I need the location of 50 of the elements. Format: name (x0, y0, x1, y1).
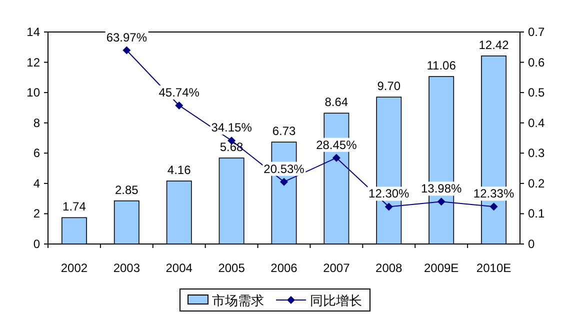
y2-tick-label: 0.6 (528, 55, 546, 70)
y2-tick-label: 0.2 (528, 176, 546, 190)
x-tick-label: 2010E (476, 261, 512, 275)
data-label: 28.45% (316, 138, 358, 152)
y2-tick-label: 0.7 (528, 25, 546, 39)
data-label: 4.16 (167, 163, 192, 178)
x-tick-label: 2003 (113, 261, 140, 275)
point (175, 101, 184, 110)
data-label: 12.30% (368, 186, 410, 201)
data-label: 6.73 (272, 124, 296, 138)
y-tick-label: 10 (26, 86, 40, 100)
point (384, 202, 393, 211)
x-tick-label: 2006 (270, 261, 298, 275)
point (332, 154, 340, 162)
y-tick-label: 12 (26, 55, 40, 70)
data-label: 1.74 (62, 200, 86, 214)
data-label: 34.15% (211, 120, 252, 135)
legend-label: 市场需求 (212, 293, 264, 308)
y-tick-label: 4 (33, 176, 40, 190)
x-tick-label: 2005 (218, 261, 246, 275)
data-label: 45.74% (158, 85, 200, 100)
data-label: 20.53% (264, 162, 305, 176)
data-label: 11.06 (426, 58, 456, 73)
data-label: 9.70 (377, 79, 401, 94)
y-tick-label: 8 (33, 116, 40, 130)
x-tick-label: 2004 (166, 261, 193, 275)
y-tick-label: 6 (33, 146, 40, 160)
point (490, 202, 498, 211)
data-label: 63.97% (106, 30, 148, 44)
y2-tick-label: 0 (528, 237, 535, 251)
x-tick-label: 2009E (424, 261, 459, 275)
y2-tick-label: 0.4 (528, 116, 546, 130)
y-tick-label: 14 (26, 25, 40, 39)
y2-tick-label: 0.5 (528, 86, 546, 100)
x-tick-label: 2007 (323, 261, 350, 275)
data-label: 2.85 (114, 182, 139, 197)
y2-tick-label: 0.3 (528, 146, 546, 160)
point (122, 46, 131, 54)
y2-tick-label: 0.1 (528, 206, 546, 221)
y-tick-label: 2 (33, 206, 40, 221)
x-tick-label: 2002 (60, 261, 88, 275)
data-label: 12.42 (478, 38, 510, 52)
point (437, 198, 446, 206)
data-label: 8.64 (324, 95, 348, 110)
point (280, 178, 288, 186)
y-tick-label: 0 (33, 237, 40, 251)
x-tick-label: 2008 (376, 261, 403, 275)
data-label: 13.98% (420, 182, 462, 196)
data-label: 12.33% (473, 186, 514, 201)
legend-label: 同比增长 (310, 293, 362, 308)
